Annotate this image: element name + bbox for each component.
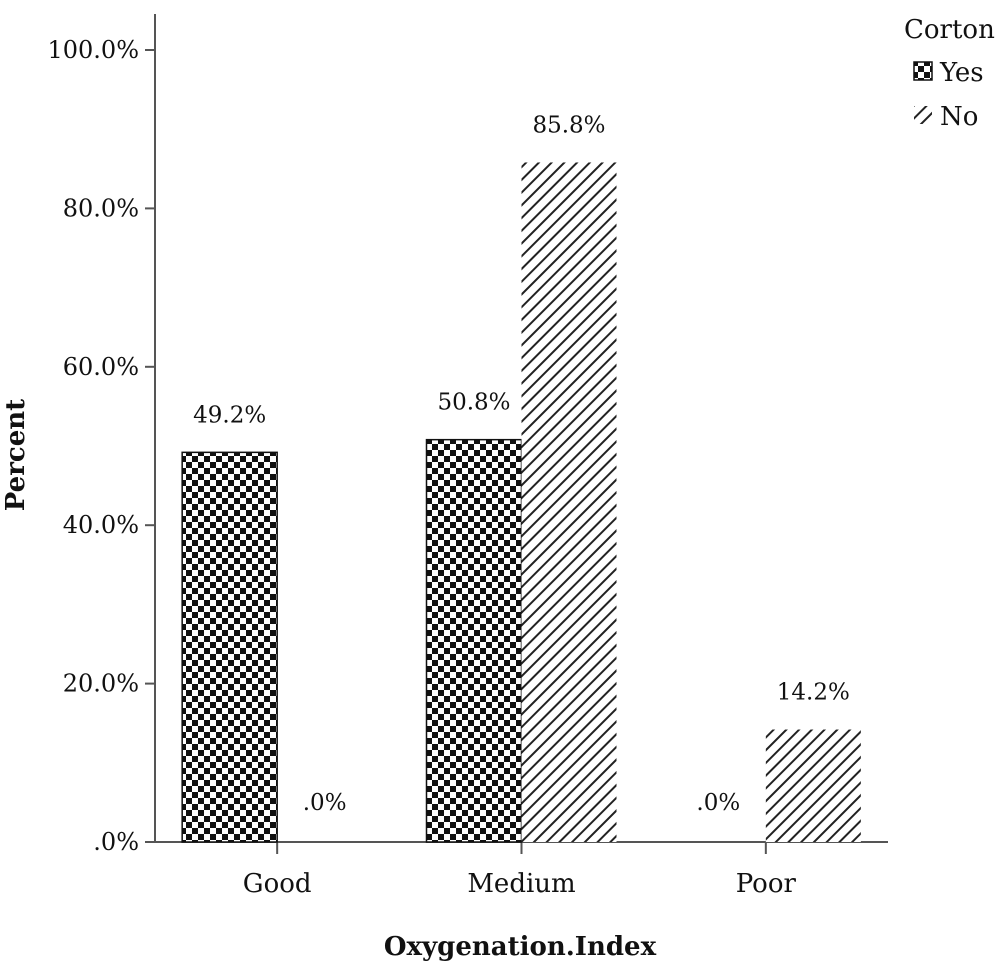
- axes: .0% 20.0% 40.0% 60.0% 80.0% 100.0% Good Medium P…: [47, 14, 888, 899]
- legend: Corton Yes No: [904, 15, 995, 132]
- y-axis-title: Percent: [1, 399, 31, 511]
- data-label: 49.2%: [193, 402, 266, 428]
- y-tick-label: 60.0%: [63, 353, 139, 381]
- y-tick-label: 20.0%: [63, 670, 139, 698]
- legend-swatch-no: [914, 106, 932, 124]
- bar-no-poor: [765, 729, 861, 842]
- bar-yes-good: [181, 451, 278, 843]
- data-labels: 49.2% .0% 50.8% 85.8% .0% 14.2%: [193, 112, 850, 816]
- y-tick-label: 80.0%: [63, 194, 139, 222]
- x-axis-title: Oxygenation.Index: [384, 932, 657, 962]
- y-tick-label: 40.0%: [63, 511, 139, 539]
- x-tick-label: Poor: [736, 869, 797, 899]
- data-label: 14.2%: [777, 680, 850, 706]
- data-label: 50.8%: [437, 390, 510, 416]
- legend-item-no: No: [914, 102, 978, 132]
- x-tick-label: Medium: [467, 869, 575, 899]
- legend-label-no: No: [940, 102, 978, 132]
- bar-yes-medium: [425, 438, 523, 843]
- data-label: .0%: [696, 790, 740, 816]
- y-tick-label: 100.0%: [47, 36, 139, 64]
- y-tick-label: .0%: [93, 828, 139, 856]
- legend-item-yes: Yes: [913, 58, 984, 88]
- legend-swatch-yes: [913, 61, 933, 81]
- x-tick-label: Good: [243, 869, 312, 899]
- bar-no-medium: [521, 162, 617, 843]
- data-label: 85.8%: [532, 112, 605, 138]
- legend-label-yes: Yes: [939, 58, 984, 88]
- data-label: .0%: [303, 790, 347, 816]
- legend-title: Corton: [904, 15, 995, 45]
- bars: [181, 162, 861, 843]
